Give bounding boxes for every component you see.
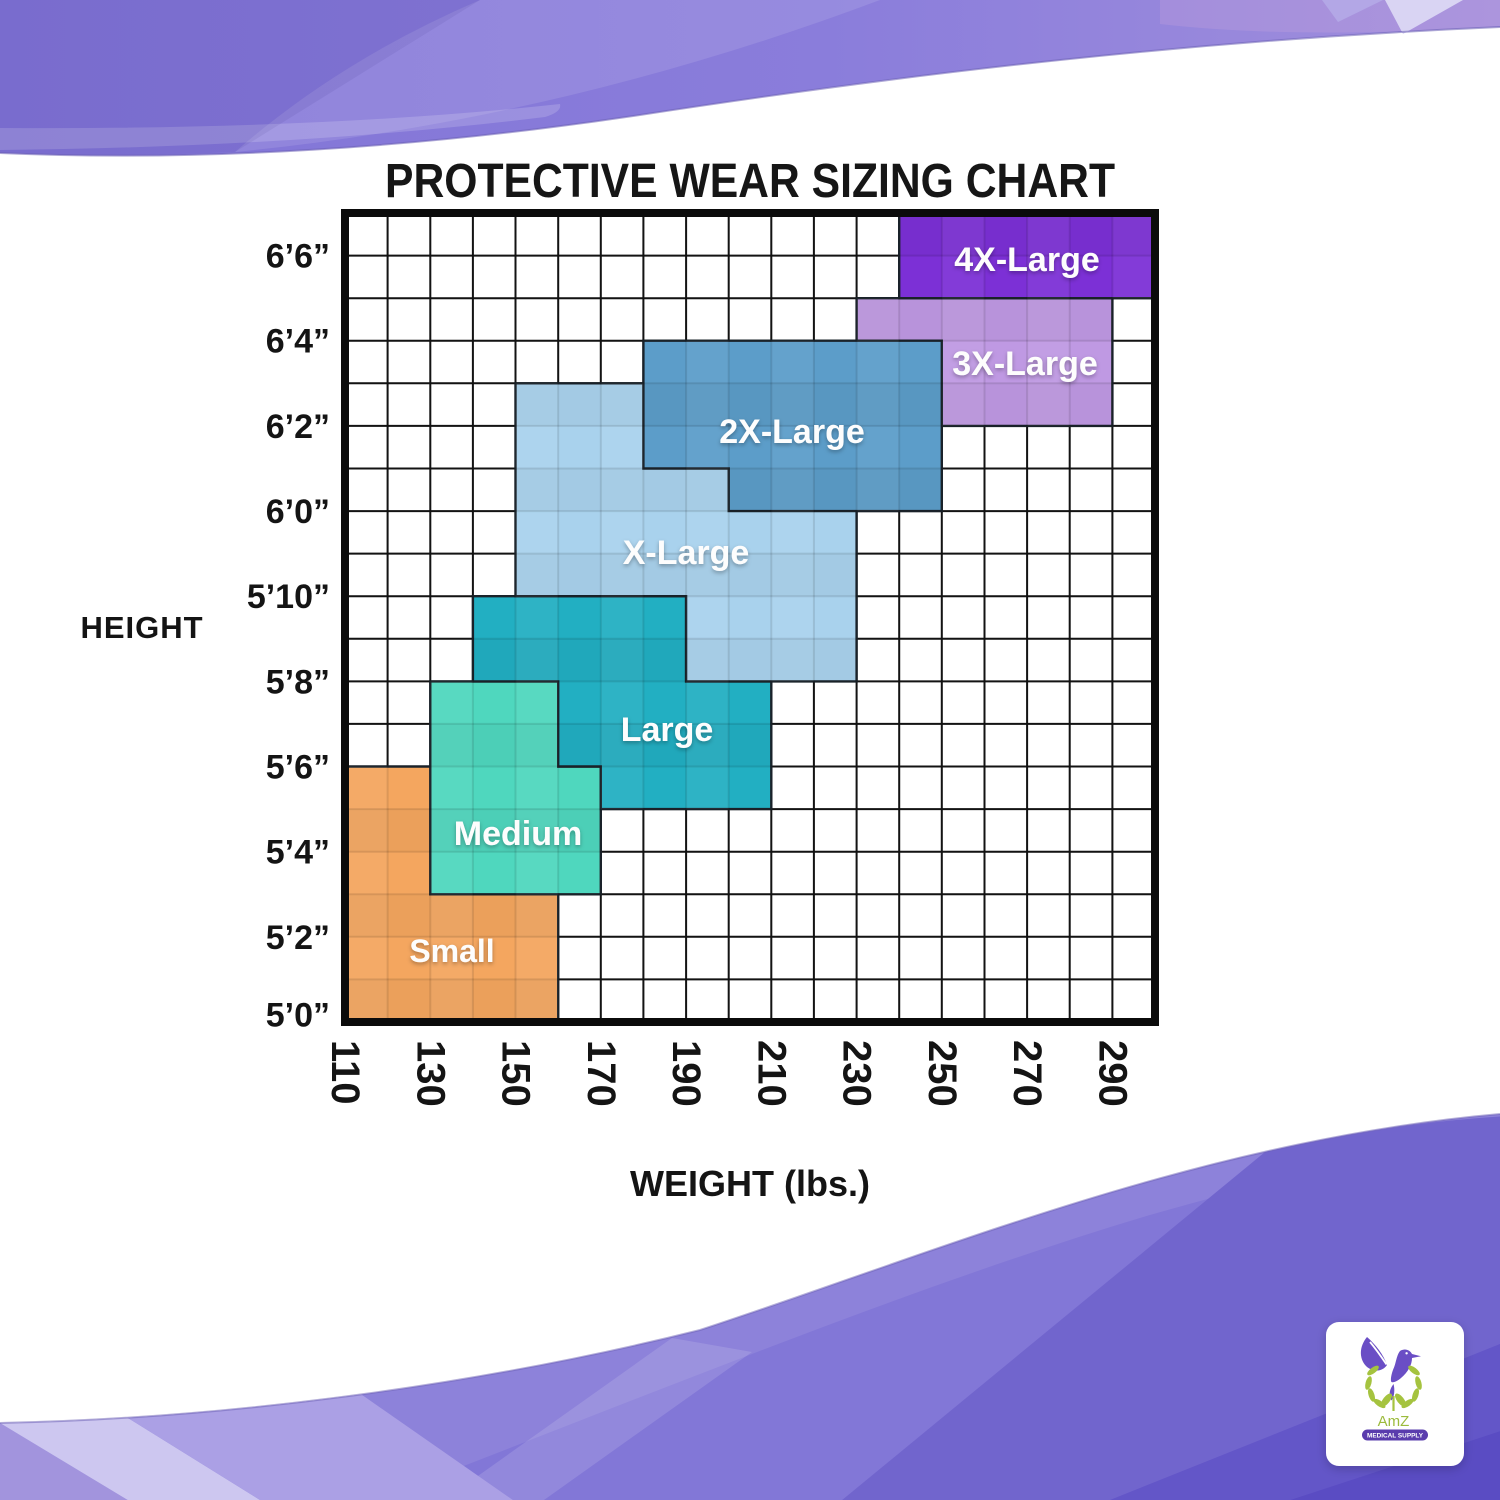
svg-text:HEIGHT: HEIGHT [80,610,203,645]
svg-text:5’6”: 5’6” [266,749,330,787]
svg-text:150: 150 [494,1040,538,1107]
svg-text:230: 230 [835,1040,879,1107]
svg-text:6’2”: 6’2” [266,408,330,446]
svg-text:270: 270 [1005,1040,1049,1107]
svg-text:130: 130 [408,1040,452,1107]
svg-text:X-Large: X-Large [623,534,750,572]
svg-text:5’4”: 5’4” [266,834,330,872]
svg-text:2X-Large: 2X-Large [719,413,865,451]
svg-text:PROTECTIVE WEAR SIZING CHART: PROTECTIVE WEAR SIZING CHART [385,155,1115,208]
svg-text:6’6”: 6’6” [266,238,330,276]
svg-text:5’8”: 5’8” [266,663,330,701]
svg-text:5’10”: 5’10” [247,578,330,616]
svg-text:190: 190 [664,1040,708,1107]
svg-text:AmZ: AmZ [1378,1413,1410,1430]
svg-text:6’0”: 6’0” [266,493,330,531]
svg-text:Medium: Medium [454,815,582,853]
svg-text:5’2”: 5’2” [266,919,330,957]
svg-text:4X-Large: 4X-Large [954,241,1100,279]
svg-text:170: 170 [579,1040,623,1107]
svg-text:WEIGHT (lbs.): WEIGHT (lbs.) [630,1163,870,1204]
svg-text:3X-Large: 3X-Large [952,345,1098,383]
svg-text:5’0”: 5’0” [266,997,330,1035]
svg-text:250: 250 [920,1040,964,1107]
svg-text:Large: Large [621,711,714,749]
svg-text:110: 110 [323,1040,367,1105]
svg-text:MEDICAL SUPPLY: MEDICAL SUPPLY [1367,1434,1423,1440]
svg-text:210: 210 [749,1040,793,1107]
svg-text:6’4”: 6’4” [266,323,330,361]
svg-text:Small: Small [409,933,494,969]
svg-text:290: 290 [1090,1040,1134,1107]
